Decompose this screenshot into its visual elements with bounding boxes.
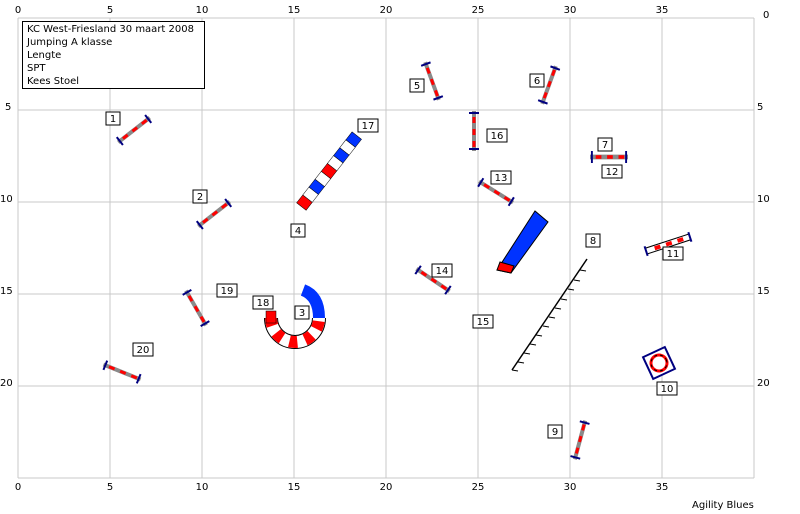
x-tick-top: 10	[196, 5, 209, 16]
svg-text:17: 17	[362, 121, 375, 132]
jump-9	[567, 417, 593, 463]
number-label-11: 11	[662, 246, 684, 261]
x-tick-bottom: 5	[107, 482, 113, 493]
x-tick-bottom: 25	[472, 482, 485, 493]
course-info-box: KC West-Friesland 30 maart 2008 Jumping …	[22, 21, 205, 89]
grid	[17, 17, 755, 479]
y-tick-left: 5	[5, 102, 11, 113]
y-tick-left: 10	[0, 194, 13, 205]
svg-text:10: 10	[661, 384, 674, 395]
svg-text:20: 20	[137, 345, 150, 356]
spt-label: SPT	[27, 63, 46, 74]
svg-text:14: 14	[436, 266, 449, 277]
number-label-7: 7	[597, 137, 613, 152]
x-tick-top: 25	[472, 5, 485, 16]
x-tick-bottom: 0	[15, 482, 21, 493]
svg-text:4: 4	[295, 226, 301, 237]
svg-text:7: 7	[602, 140, 608, 151]
x-tick-bottom: 15	[288, 482, 301, 493]
svg-text:5: 5	[414, 81, 420, 92]
y-tick-right: 10	[757, 194, 770, 205]
svg-text:11: 11	[667, 249, 680, 260]
number-label-3: 3	[294, 305, 310, 320]
y-tick-right: 5	[757, 102, 763, 113]
number-label-13: 13	[490, 170, 512, 185]
weave-poles	[511, 258, 588, 372]
number-label-19: 19	[216, 283, 238, 298]
number-label-1: 1	[105, 111, 121, 126]
x-tick-bottom: 30	[564, 482, 577, 493]
x-tick-bottom: 10	[196, 482, 209, 493]
number-label-14: 14	[431, 263, 453, 278]
long-jump-11	[643, 231, 693, 257]
number-label-16: 16	[486, 128, 508, 143]
y-tick-left: 20	[0, 378, 13, 389]
svg-text:15: 15	[477, 317, 490, 328]
x-tick-bottom: 35	[656, 482, 669, 493]
class-name: Jumping A klasse	[27, 37, 113, 48]
tunnel-3-18	[264, 284, 326, 349]
tire-10	[641, 345, 677, 381]
svg-text:8: 8	[590, 236, 596, 247]
x-tick-top: 5	[107, 5, 113, 16]
number-label-18: 18	[252, 295, 274, 310]
number-label-15: 15	[472, 314, 494, 329]
number-label-5: 5	[409, 78, 425, 93]
number-label-20: 20	[132, 342, 154, 357]
judge-name: Kees Stoel	[27, 76, 80, 87]
number-label-17: 17	[357, 118, 379, 133]
number-label-12: 12	[601, 164, 623, 179]
svg-text:6: 6	[534, 76, 540, 87]
number-label-2: 2	[192, 189, 208, 204]
jump-7-12	[590, 151, 628, 163]
y-tick-right: 0	[763, 10, 769, 21]
number-label-4: 4	[290, 223, 306, 238]
svg-text:19: 19	[221, 286, 234, 297]
event-name: KC West-Friesland 30 maart 2008	[27, 24, 194, 35]
y-tick-right: 15	[757, 286, 770, 297]
x-tick-top: 35	[656, 5, 669, 16]
jump-1	[113, 111, 155, 149]
y-tick-left: 15	[0, 286, 13, 297]
x-tick-top: 30	[564, 5, 577, 16]
chute-tunnel	[496, 210, 549, 274]
number-label-8: 8	[585, 233, 601, 248]
svg-text:9: 9	[552, 427, 558, 438]
svg-text:1: 1	[110, 114, 116, 125]
svg-text:12: 12	[606, 167, 619, 178]
x-tick-top: 0	[15, 5, 21, 16]
x-tick-top: 15	[288, 5, 301, 16]
svg-text:2: 2	[197, 192, 203, 203]
number-label-9: 9	[547, 424, 563, 439]
x-tick-top: 20	[380, 5, 393, 16]
number-label-6: 6	[529, 73, 545, 88]
svg-text:3: 3	[299, 308, 305, 319]
svg-text:16: 16	[491, 131, 504, 142]
tunnel-17-4	[296, 131, 362, 211]
jump-20	[99, 357, 145, 387]
x-tick-bottom: 20	[380, 482, 393, 493]
y-tick-right: 20	[757, 378, 770, 389]
svg-text:13: 13	[495, 173, 508, 184]
software-credit: Agility Blues	[692, 500, 754, 511]
number-label-10: 10	[656, 381, 678, 396]
svg-text:18: 18	[257, 298, 270, 309]
length-label: Lengte	[27, 50, 62, 61]
